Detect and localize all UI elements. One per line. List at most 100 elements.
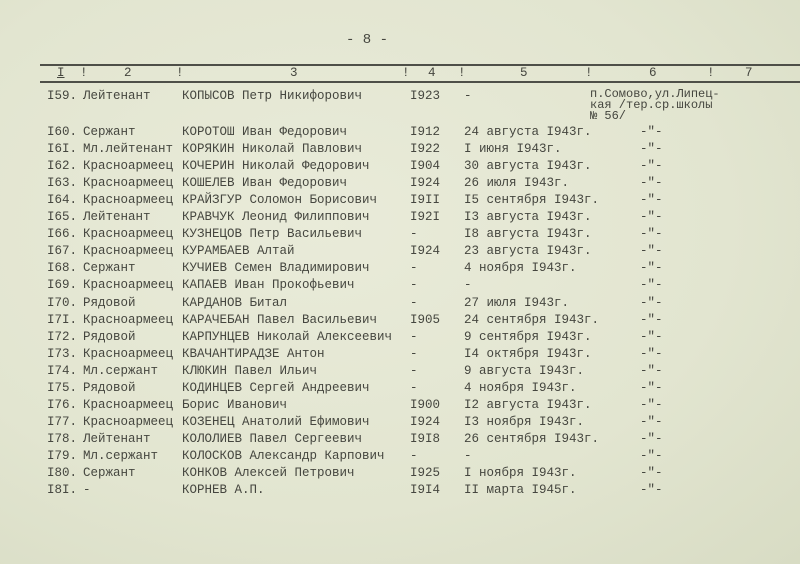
row-name: КЛЮКИН Павел Ильич: [182, 363, 318, 378]
row-number: I8I.: [47, 483, 78, 498]
row-number: I78.: [47, 431, 78, 446]
row-year: I92I: [410, 210, 441, 225]
row-number: I59.: [47, 89, 78, 103]
row-date: I июня I943г.: [464, 142, 562, 157]
row-ditto: -"-: [640, 295, 663, 310]
row-name: КОПЫСОВ Петр Никифорович: [182, 89, 363, 103]
row-ditto: -"-: [640, 380, 663, 395]
row-number: I70.: [47, 295, 78, 310]
row-number: I68.: [47, 261, 78, 276]
row-date: 30 августа I943г.: [464, 159, 592, 174]
row-rank: Красноармеец: [83, 227, 174, 242]
row-rank: Красноармеец: [83, 397, 174, 412]
row-date: I5 сентября I943г.: [464, 193, 600, 208]
row-name: КОНКОВ Алексей Петрович: [182, 466, 355, 480]
row-number: I7I.: [47, 312, 78, 327]
row-name: КОЗЕНЕЦ Анатолий Ефимович: [182, 414, 370, 429]
row-number: I64.: [47, 193, 78, 208]
row-ditto: -"-: [640, 159, 663, 174]
header-sep: !: [458, 66, 466, 80]
row-year: I923: [410, 89, 441, 103]
table-row: I68. Сержант КУЧИЕВ Семен Владимирович - 4 н…: [0, 261, 800, 277]
row-ditto: -"-: [640, 312, 663, 327]
row-rank: Красноармеец: [83, 312, 174, 327]
row-rank: Сержант: [83, 125, 136, 139]
header-col-1: I: [57, 66, 65, 80]
table-row: I76. Красноармеец Борис Иванович I900 I2 авг…: [0, 398, 800, 414]
row-ditto: -"-: [640, 397, 663, 412]
table-row: I73. Красноармеец КВАЧАНТИРАДЗЕ Антон - I4 о…: [0, 347, 800, 363]
table-row: I80. Сержант КОНКОВ Алексей Петрович I925 I …: [0, 466, 800, 482]
header-col-3: 3: [290, 66, 298, 80]
row-year: -: [410, 346, 418, 361]
row-name: КАРАЧЕБАН Павел Васильевич: [182, 312, 378, 327]
row-name: КОРНЕВ А.П.: [182, 483, 265, 498]
row-number: I69.: [47, 278, 78, 293]
row-year: I924: [410, 176, 441, 191]
table-row: I72. Рядовой КАРПУНЦЕВ Николай Алексеевич -…: [0, 330, 800, 346]
header-sep: !: [707, 66, 715, 80]
row-name: КАПАЕВ Иван Прокофьевич: [182, 278, 355, 293]
row-date: I3 августа I943г.: [464, 210, 592, 225]
row-rank: Красноармеец: [83, 193, 174, 208]
row-date: I2 августа I943г.: [464, 397, 592, 412]
row-date: 26 июля I943г.: [464, 176, 570, 191]
row-year: -: [410, 227, 418, 242]
table-row: I65. Лейтенант КРАВЧУК Леонид Филиппович I9…: [0, 210, 800, 226]
row-year: -: [410, 278, 418, 293]
row-number: I62.: [47, 159, 78, 174]
table-row: I75. Рядовой КОДИНЦЕВ Сергей Андреевич - 4 н…: [0, 381, 800, 397]
row-number: I77.: [47, 414, 78, 429]
row-number: I63.: [47, 176, 78, 191]
row-name: КОЛОСКОВ Александр Карпович: [182, 448, 385, 463]
header-col-2: 2: [124, 66, 132, 80]
header-sep: !: [80, 66, 88, 80]
row-year: I9I4: [410, 483, 441, 498]
row-ditto: -"-: [640, 448, 663, 463]
row-ditto: -"-: [640, 125, 663, 139]
row-rank: Сержант: [83, 261, 136, 276]
row-date: 27 июля I943г.: [464, 295, 570, 310]
row-date: -: [464, 448, 472, 463]
row-ditto: -"-: [640, 346, 663, 361]
row-rank: Красноармеец: [83, 244, 174, 259]
row-year: I905: [410, 312, 441, 327]
row-rank: Красноармеец: [83, 346, 174, 361]
row-year: I9I8: [410, 431, 441, 446]
row-rank: Красноармеец: [83, 278, 174, 293]
row-rank: Рядовой: [83, 295, 136, 310]
row-year: I925: [410, 466, 441, 480]
row-rank: Лейтенант: [83, 210, 151, 225]
row-date: 4 ноября I943г.: [464, 380, 577, 395]
row-date: 24 сентября I943г.: [464, 312, 600, 327]
row-rank: Мл.лейтенант: [83, 142, 174, 157]
page-number: - 8 -: [346, 32, 389, 48]
table-row: I69. Красноармеец КАПАЕВ Иван Прокофьевич -…: [0, 278, 800, 294]
header-col-6: 6: [649, 66, 657, 80]
row-ditto: -"-: [640, 363, 663, 378]
row-year: I922: [410, 142, 441, 157]
table-row: I8I. - КОРНЕВ А.П. I9I4 II марта I945г. -"-: [0, 483, 800, 499]
row-year: I904: [410, 159, 441, 174]
row-rank: Лейтенант: [83, 431, 151, 446]
row-rank: Красноармеец: [83, 176, 174, 191]
table-row: I60. Сержант КОРОТОШ Иван Федорович I912 24 …: [0, 125, 800, 141]
row-year: I912: [410, 125, 441, 139]
table-row: I78. Лейтенант КОЛОЛИЕВ Павел Сергеевич I9I…: [0, 432, 800, 448]
row-ditto: -"-: [640, 176, 663, 191]
row-name: КВАЧАНТИРАДЗЕ Антон: [182, 346, 325, 361]
row-date: 23 августа I943г.: [464, 244, 592, 259]
table-row: I64. Красноармеец КРАЙЗГУР Соломон Борисов…: [0, 193, 800, 209]
row-number: I73.: [47, 346, 78, 361]
row-date: -: [464, 278, 472, 293]
row-year: -: [410, 448, 418, 463]
row-year: I924: [410, 244, 441, 259]
table-row: I66. Красноармеец КУЗНЕЦОВ Петр Васильевич…: [0, 227, 800, 243]
header-sep: !: [585, 66, 593, 80]
row-number: I65.: [47, 210, 78, 225]
row-ditto: -"-: [640, 414, 663, 429]
row-year: I900: [410, 397, 441, 412]
row-year: I9II: [410, 193, 441, 208]
row-name: КУЧИЕВ Семен Владимирович: [182, 261, 370, 276]
row-name: КОЧЕРИН Николай Федорович: [182, 159, 370, 174]
